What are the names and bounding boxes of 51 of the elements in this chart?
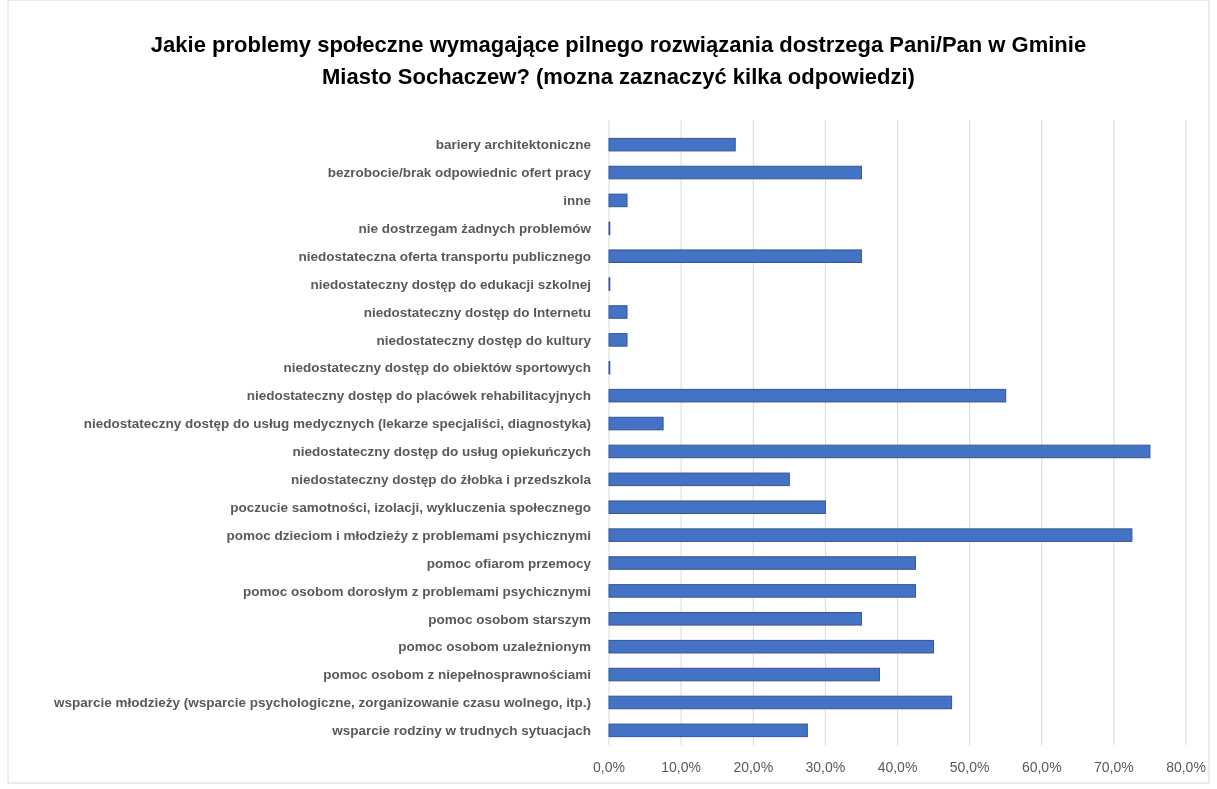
bar [608,584,917,598]
x-tick-label: 0,0% [593,759,625,775]
y-tick-label: niedostateczny dostęp do usług opiekuńczych [292,444,591,460]
y-tick-label: niedostateczny dostęp do placówek rehabilitacyjnych [246,388,591,404]
y-tick-label: pomoc osobom uzależnionym [398,639,591,655]
y-tick-label: pomoc osobom dorosłym z problemami psychicznymi [242,583,591,599]
bar [608,612,862,626]
y-tick-label: niedostateczny dostęp do kultury [376,332,592,348]
bar [608,472,790,487]
y-tick-label: pomoc osobom starszym [428,611,591,627]
bar [608,556,917,570]
x-tick-label: 10,0% [661,759,701,775]
bar [608,249,862,263]
bar [608,165,862,180]
bar [608,305,628,319]
x-tick-label: 70,0% [1094,759,1134,775]
bar [608,723,808,738]
bar [608,695,953,710]
y-tick-label: niedostateczny dostęp do Internetu [363,304,591,320]
y-tick-label: pomoc dzieciom i młodzieży z problemami psychicznymi [226,527,591,543]
y-tick-label: wsparcie rodziny w trudnych sytuacjach [331,723,591,739]
y-tick-label: niedostateczna oferta transportu publicznego [298,248,591,264]
bar [608,137,736,152]
bar [608,193,628,208]
x-tick-label: 20,0% [733,759,774,775]
bar [608,667,880,682]
x-tick-label: 80,0% [1166,759,1206,775]
y-tick-label: niedostateczny dostęp do żłobka i przedszkola [290,472,592,488]
y-tick-label: nie dostrzegam żadnych problemów [358,221,592,237]
y-tick-label: bezrobocie/brak odpowiednic ofert pracy [327,165,592,181]
y-tick-label: poczucie samotności, izolacji, wykluczenia społecznego [230,499,591,515]
x-tick-label: 30,0% [805,759,846,775]
chart-title: Jakie problemy społeczne wymagające pilnego rozwiązania dostrzega Pani/Pan w Gminie Miasto Sochaczew? (mozna zaznaczyć kilka odpowiedzi) [150,32,1087,89]
y-tick-label: pomoc ofiarom przemocy [426,555,592,571]
bar [608,500,826,514]
y-tick-label: inne [563,193,592,209]
y-tick-label: pomoc osobom z niepełnosprawnościami [323,667,591,683]
bar [608,416,664,431]
bar [608,639,935,654]
y-tick-label: niedostateczny dostęp do usług medycznych (lekarze specjaliści, diagnostyka) [83,416,591,432]
y-tick-label: niedostateczny dostęp do edukacji szkolnej [310,276,591,292]
bar [608,444,1151,459]
y-tick-label: bariery architektoniczne [435,137,592,153]
x-tick-label: 60,0% [1021,759,1062,775]
bar [608,333,628,347]
y-tick-label: niedostateczny dostęp do obiektów sportowych [283,360,591,376]
x-tick-label: 40,0% [877,759,918,775]
y-tick-label: wsparcie młodzieży (wsparcie psychologiczne, zorganizowanie czasu wolnego, itp.) [52,695,591,711]
bar [608,528,1133,542]
x-tick-label: 50,0% [949,759,990,775]
bar [608,388,1007,403]
